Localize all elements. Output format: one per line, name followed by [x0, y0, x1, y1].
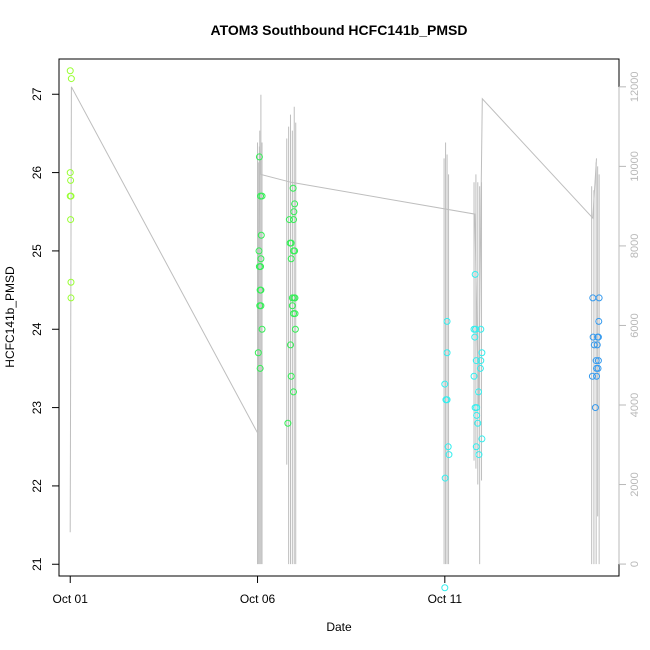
data-point [472, 443, 480, 451]
y-axis-label: HCFC141b_PMSD [3, 266, 17, 368]
data-point [254, 349, 262, 357]
data-point [473, 411, 481, 419]
data-point [444, 443, 452, 451]
y2-tick-label: 12000 [629, 72, 641, 103]
data-point [473, 404, 481, 412]
data-point [472, 357, 480, 365]
data-point [284, 419, 292, 427]
data-point [590, 341, 598, 349]
data-point [592, 357, 600, 365]
data-point [257, 302, 265, 310]
y-tick-label: 24 [30, 322, 44, 336]
series-line [69, 86, 597, 533]
data-point [470, 372, 478, 380]
y2-tick-label: 10000 [629, 151, 641, 182]
data-point [289, 184, 297, 192]
y2-tick-label: 4000 [629, 393, 641, 417]
data-point [443, 396, 451, 404]
y-tick-label: 21 [30, 557, 44, 571]
data-point [67, 216, 75, 224]
data-point [595, 294, 603, 302]
data-point [594, 357, 602, 365]
data-point [257, 231, 265, 239]
data-point [589, 333, 597, 341]
data-point [289, 388, 297, 396]
data-point [475, 388, 483, 396]
data-point [291, 247, 299, 255]
data-point [595, 317, 603, 325]
y2-tick-label: 2000 [629, 472, 641, 496]
x-tick-label: Oct 01 [53, 592, 89, 606]
data-point [445, 451, 453, 459]
data-point [291, 310, 299, 318]
x-tick-label: Oct 11 [428, 592, 463, 606]
data-point [478, 435, 486, 443]
data-point [477, 357, 485, 365]
data-point [287, 255, 295, 263]
axes: 21 22 23 24 25 26 27 0 2000 4000 6000 8000 10000 1200… [30, 72, 641, 606]
data-point [474, 419, 482, 427]
data-point [471, 270, 479, 278]
data-point [593, 372, 601, 380]
data-point [67, 176, 75, 184]
chart-title: ATOM3 Southbound HCFC141b_PMSD [211, 22, 468, 38]
data-point [288, 302, 296, 310]
y-tick-label: 27 [30, 87, 44, 101]
data-point [471, 333, 479, 341]
data-point [441, 584, 449, 592]
data-point [67, 294, 75, 302]
data-point [255, 153, 263, 161]
y-tick-label: 25 [30, 244, 44, 258]
data-point [285, 216, 293, 224]
data-point [476, 364, 484, 372]
data-point [257, 255, 265, 263]
y-tick-label: 22 [30, 479, 44, 493]
data-point [441, 380, 449, 388]
data-point [594, 333, 602, 341]
data-point [290, 208, 298, 216]
data-point [291, 200, 299, 208]
data-point [257, 286, 265, 294]
data-point [256, 364, 264, 372]
data-point [441, 474, 449, 482]
y2-tick-label: 0 [629, 561, 641, 567]
data-point [291, 325, 299, 333]
data-point [291, 294, 299, 302]
x-axis: Oct 01 Oct 06 Oct 11 [53, 575, 463, 606]
data-point [478, 349, 486, 357]
y-tick-label: 23 [30, 401, 44, 415]
data-point [287, 372, 295, 380]
data-point [287, 239, 295, 247]
data-point [588, 372, 596, 380]
data-point [257, 263, 265, 271]
data-point [66, 169, 74, 177]
data-point [443, 317, 451, 325]
data-point [594, 364, 602, 372]
data-point [289, 216, 297, 224]
data-point [472, 325, 480, 333]
data-point [443, 349, 451, 357]
y-axis-right: 0 2000 4000 6000 8000 10000 12000 [618, 72, 641, 567]
data-point [475, 451, 483, 459]
data-point [591, 404, 599, 412]
data-point [593, 341, 601, 349]
y-tick-label: 26 [30, 166, 44, 180]
plot-area [66, 67, 603, 592]
y-axis-left: 21 22 23 24 25 26 27 [30, 87, 60, 571]
data-point [477, 325, 485, 333]
data-point [258, 325, 266, 333]
data-point [67, 75, 75, 83]
data-point [286, 341, 294, 349]
data-point [255, 247, 263, 255]
data-point [67, 192, 75, 200]
data-point [67, 278, 75, 286]
x-axis-label: Date [326, 620, 352, 634]
y2-tick-label: 8000 [629, 234, 641, 258]
data-point [66, 67, 74, 75]
data-point [258, 192, 266, 200]
x-tick-label: Oct 06 [240, 592, 276, 606]
y2-tick-label: 6000 [629, 313, 641, 337]
